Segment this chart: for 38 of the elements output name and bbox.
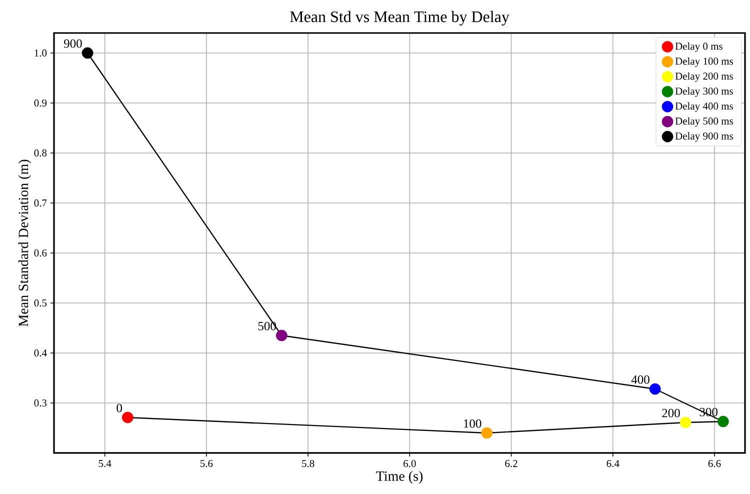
x-axis-title: Time (s): [376, 470, 423, 484]
x-tick-label: 5.4: [98, 460, 112, 468]
legend-label: Delay 400 ms: [675, 102, 733, 112]
annotation: 500: [258, 322, 276, 330]
legend-label: Delay 900 ms: [675, 132, 733, 142]
x-tick-label: 6.6: [708, 460, 721, 468]
legend-label: Delay 500 ms: [675, 117, 733, 127]
chart-title: Mean Std vs Mean Time by Delay: [290, 10, 510, 26]
y-tick-label: 0.5: [34, 299, 47, 307]
annotation: 200: [662, 408, 680, 418]
point: [717, 416, 729, 428]
legend-label: Delay 200 ms: [675, 72, 733, 82]
legend-label: Delay 300 ms: [675, 87, 733, 97]
legend-label: Delay 100 ms: [675, 57, 733, 67]
annotation: 0: [116, 404, 122, 412]
annotation: 100: [464, 419, 482, 428]
y-tick-label: 0.3: [34, 399, 47, 407]
y-axis-title: Mean Standard Deviation (m): [18, 160, 32, 326]
y-tick-label: 0.8: [34, 149, 47, 157]
x-tick-label: 6.0: [404, 460, 416, 468]
annotation: 900: [64, 39, 82, 48]
x-tick-label: 6.2: [505, 460, 518, 468]
x-tick-label: 5.6: [200, 460, 213, 468]
point: [649, 383, 661, 395]
point: [680, 416, 692, 428]
y-tick-label: 0.9: [34, 99, 47, 107]
y-tick-label: 0.4: [34, 349, 47, 357]
x-tick-label: 5.8: [302, 460, 314, 468]
y-tick-label: 0.6: [34, 249, 47, 257]
y-tick-label: 0.7: [34, 199, 47, 207]
legend-label: Delay 0 ms: [675, 42, 722, 52]
point: [276, 330, 288, 342]
y-tick-label: 1.0: [34, 49, 47, 57]
point: [122, 412, 134, 424]
x-tick-label: 6.4: [606, 460, 620, 468]
annotation: 400: [631, 375, 650, 384]
point: [481, 427, 493, 439]
point: [82, 47, 94, 59]
